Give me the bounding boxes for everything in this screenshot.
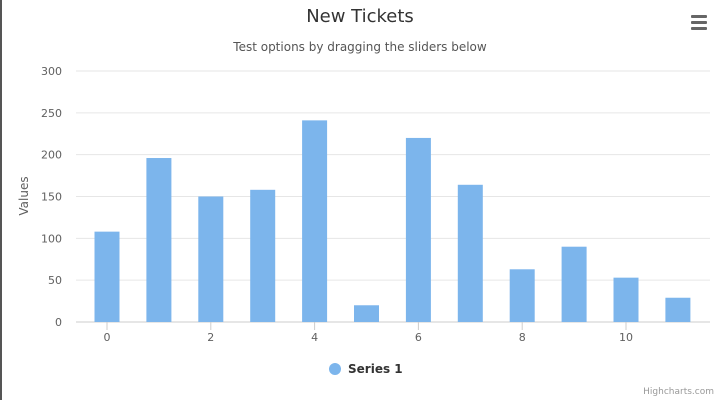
hamburger-menu-icon <box>691 21 707 24</box>
bar[interactable] <box>302 120 328 322</box>
context-menu-button[interactable] <box>686 10 712 34</box>
bar[interactable] <box>457 184 483 322</box>
y-tick-label: 50 <box>48 274 62 287</box>
bar[interactable] <box>665 297 691 322</box>
hamburger-menu-icon <box>691 15 707 18</box>
y-tick-label: 200 <box>41 149 62 162</box>
x-tick-label: 4 <box>311 331 318 344</box>
chart-subtitle: Test options by dragging the sliders bel… <box>233 40 487 54</box>
y-tick-label: 300 <box>41 65 62 78</box>
bar[interactable] <box>250 189 276 322</box>
bar[interactable] <box>198 196 224 323</box>
x-tick-label: 6 <box>415 331 422 344</box>
chart-title: New Tickets <box>306 6 414 27</box>
x-axis-tick-labels: 0 2 4 6 8 10 <box>104 322 633 344</box>
bar[interactable] <box>405 137 431 322</box>
legend-symbol <box>329 363 341 375</box>
bar-series <box>94 120 691 323</box>
y-axis-title: Values <box>17 176 31 215</box>
x-tick-label: 8 <box>519 331 526 344</box>
y-axis-tick-labels: 0 50 100 150 200 250 300 <box>41 65 62 329</box>
bar[interactable] <box>561 246 587 322</box>
window-border <box>0 0 2 400</box>
y-tick-label: 250 <box>41 107 62 120</box>
x-tick-label: 0 <box>104 331 111 344</box>
y-tick-label: 100 <box>41 232 62 245</box>
legend-item-series-1[interactable]: Series 1 <box>348 362 403 376</box>
bar[interactable] <box>354 305 379 322</box>
bar[interactable] <box>94 231 120 322</box>
y-tick-label: 150 <box>41 191 62 204</box>
y-tick-label: 0 <box>55 316 62 329</box>
x-tick-label: 2 <box>207 331 214 344</box>
hamburger-menu-icon <box>691 27 707 30</box>
credits-link[interactable]: Highcharts.com <box>643 387 714 397</box>
bar[interactable] <box>613 277 639 322</box>
grid-lines <box>76 70 710 323</box>
bar[interactable] <box>509 269 535 322</box>
x-tick-label: 10 <box>619 331 633 344</box>
bar[interactable] <box>146 158 172 322</box>
legend[interactable]: Series 1 <box>329 362 403 376</box>
